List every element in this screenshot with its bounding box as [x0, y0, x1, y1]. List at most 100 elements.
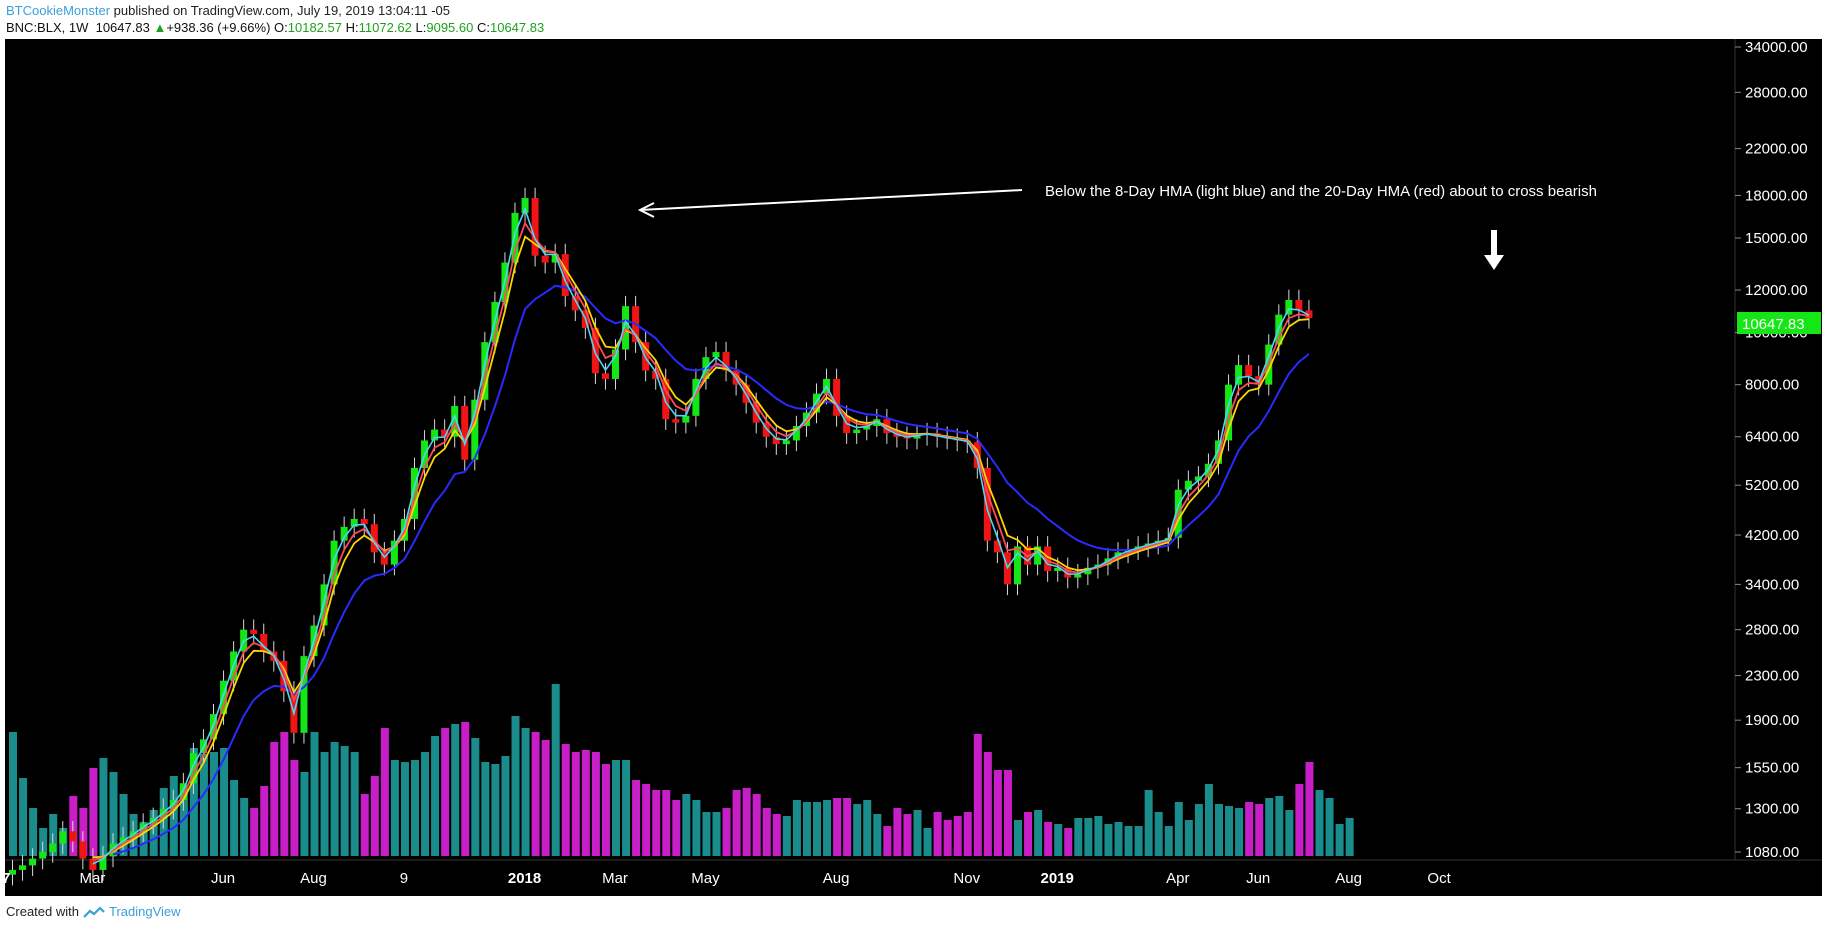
- candle-body: [1285, 299, 1293, 315]
- volume-bar: [1225, 806, 1234, 856]
- candle-body: [431, 429, 439, 441]
- candle-body: [29, 858, 37, 866]
- volume-bar: [923, 828, 932, 856]
- volume-bar: [722, 808, 731, 856]
- x-tick-label: Aug: [300, 870, 327, 887]
- candle-body: [1014, 546, 1021, 585]
- published-text: published on TradingView.com, July 19, 2…: [113, 3, 450, 18]
- candle-body: [612, 349, 619, 379]
- down-arrow-shaft: [1491, 230, 1497, 257]
- volume-bar: [390, 760, 399, 856]
- volume-bar: [652, 790, 661, 856]
- candle-body: [250, 629, 258, 634]
- candle-body: [983, 467, 991, 541]
- volume-bar: [1014, 820, 1022, 856]
- volume-bar: [551, 684, 560, 856]
- volume-bar: [1285, 810, 1294, 856]
- annotation-arrow-head: [637, 202, 655, 218]
- y-tick-label: 1080.00: [1745, 844, 1799, 861]
- candle-body: [682, 415, 690, 423]
- volume-bar: [491, 764, 500, 856]
- volume-bar: [310, 732, 319, 856]
- candle-body: [1064, 567, 1072, 578]
- candle-body: [1034, 546, 1042, 565]
- volume-bar: [360, 794, 369, 856]
- volume-bar: [863, 800, 872, 856]
- volume-bar: [501, 756, 510, 856]
- volume-bar: [280, 732, 289, 856]
- volume-bar: [471, 738, 480, 856]
- candle-body: [551, 254, 559, 263]
- candle-body: [1074, 574, 1082, 578]
- candle-body: [1194, 476, 1202, 481]
- volume-bar: [883, 826, 892, 856]
- volume-bar: [1325, 798, 1334, 856]
- candle-body: [782, 440, 790, 445]
- tradingview-link[interactable]: TradingView: [108, 904, 181, 919]
- author-link[interactable]: BTCookieMonster: [6, 3, 111, 18]
- volume-bar: [1074, 818, 1083, 856]
- volume-bar: [762, 808, 771, 856]
- ohlc-legend: BNC:BLX, 1W 10647.83 ▲+938.36 (+9.66%) O…: [6, 20, 544, 35]
- volume-bar: [1084, 818, 1093, 856]
- volume-bar: [1174, 802, 1183, 856]
- candle-body: [39, 852, 47, 859]
- footer: Created with TradingView: [6, 904, 181, 919]
- volume-bar: [541, 740, 550, 856]
- volume-bar: [601, 764, 610, 856]
- candle-body: [521, 198, 529, 213]
- candle-body: [220, 680, 228, 715]
- candle-body: [99, 856, 107, 870]
- volume-bar: [1345, 818, 1354, 856]
- y-tick-label: 1550.00: [1745, 760, 1799, 777]
- last-price-tag-label: 10647.83: [1742, 316, 1805, 333]
- volume-bar: [481, 762, 490, 856]
- candle-body: [762, 422, 770, 437]
- y-tick-label: 2800.00: [1745, 622, 1799, 639]
- volume-bar: [1275, 796, 1284, 856]
- volume-bar: [189, 748, 198, 856]
- volume-bar: [843, 798, 852, 856]
- volume-bar: [260, 786, 269, 856]
- volume-bar: [1315, 790, 1324, 856]
- candle-body: [1225, 384, 1233, 441]
- volume-bar: [210, 752, 218, 856]
- volume-bar: [1265, 798, 1274, 856]
- volume-bar: [973, 734, 982, 856]
- volume-bar: [270, 742, 279, 856]
- volume-bar: [823, 800, 832, 856]
- volume-bar: [1335, 824, 1344, 856]
- y-tick-label: 12000.00: [1745, 282, 1808, 299]
- y-tick-label: 22000.00: [1745, 141, 1808, 158]
- candle-body: [411, 467, 418, 519]
- volume-bar: [99, 758, 108, 856]
- candle-body: [179, 783, 187, 800]
- volume-bar: [1114, 822, 1123, 856]
- price-change: +938.36 (+9.66%): [166, 20, 271, 35]
- volume-bar: [903, 814, 912, 856]
- candle-body: [9, 869, 16, 875]
- volume-bar: [943, 820, 952, 856]
- volume-bar: [1184, 820, 1193, 856]
- hma20-line: [92, 221, 1310, 861]
- low-label: L:: [415, 20, 427, 35]
- annotation-text: Below the 8-Day HMA (light blue) and the…: [1045, 183, 1597, 200]
- volume-bar: [320, 752, 329, 856]
- hma8-line: [92, 206, 1310, 865]
- tradingview-logo-icon: [83, 905, 105, 918]
- x-tick-label: Jun: [211, 870, 235, 887]
- volume-bar: [199, 754, 208, 856]
- volume-bar: [772, 814, 781, 856]
- x-tick-label: Aug: [823, 870, 850, 887]
- candle-body: [1184, 480, 1192, 490]
- volume-bar: [531, 732, 540, 856]
- y-tick-label: 5200.00: [1745, 477, 1799, 494]
- volume-bar: [712, 812, 721, 856]
- volume-bar: [913, 810, 922, 856]
- symbol-label: BNC:BLX, 1W: [6, 20, 89, 35]
- volume-bar: [702, 812, 711, 856]
- volume-bar: [953, 816, 962, 856]
- candle-body: [441, 429, 449, 437]
- volume-bar: [220, 748, 229, 856]
